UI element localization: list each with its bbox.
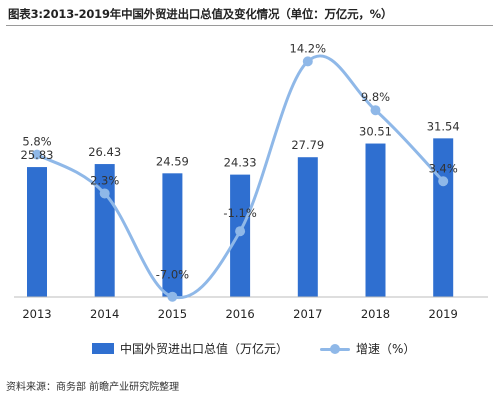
growth-label-2016: -1.1%: [223, 206, 256, 220]
growth-point-2018: [370, 105, 381, 116]
x-tick-2016: 2016: [225, 307, 254, 321]
growth-point-2015: [167, 291, 178, 302]
bar-label-2015: 24.59: [156, 154, 189, 168]
growth-point-2014: [99, 188, 110, 199]
x-tick-2013: 2013: [22, 307, 51, 321]
bar-label-2017: 27.79: [291, 138, 324, 152]
legend-swatch-bar: [92, 343, 114, 354]
bar-label-2016: 24.33: [224, 156, 257, 170]
labels-layer: 25.83 26.43 24.59 24.33 27.79 30.51 31.54 5.8% 2…: [21, 41, 460, 281]
bar-2013: [27, 167, 47, 297]
legend-label-bar: 中国外贸进出口总值（万亿元）: [120, 342, 289, 356]
growth-label-2018: 9.8%: [361, 90, 390, 104]
x-tick-2019: 2019: [429, 307, 458, 321]
bar-label-2019: 31.54: [427, 119, 460, 133]
bar-label-2018: 30.51: [359, 125, 392, 139]
ticks-layer: 2013 2014 2015 2016 2017 2018 2019: [22, 307, 457, 321]
growth-point-2016: [235, 226, 246, 237]
x-tick-2018: 2018: [361, 307, 390, 321]
legend-label-line: 增速（%）: [356, 342, 416, 356]
x-tick-2017: 2017: [293, 307, 322, 321]
growth-label-2017: 14.2%: [290, 41, 327, 55]
growth-point-2013: [32, 149, 42, 160]
legend: 中国外贸进出口总值（万亿元） 增速（%）: [0, 340, 499, 362]
growth-label-2019: 3.4%: [429, 161, 458, 175]
x-tick-2014: 2014: [90, 307, 119, 321]
growth-point-2017: [302, 56, 313, 67]
bar-label-2013: 25.83: [21, 148, 54, 162]
chart-title: 图表3:2013-2019年中国外贸进出口总值及变化情况（单位：万亿元，%）: [8, 7, 393, 21]
growth-point-2019: [438, 176, 449, 187]
x-tick-2015: 2015: [158, 307, 187, 321]
bar-2017: [297, 157, 318, 297]
chart-plot: 25.83 26.43 24.59 24.33 27.79 30.51 31.54 5.8% 2…: [14, 41, 488, 321]
legend-item-bar: 中国外贸进出口总值（万亿元）: [92, 340, 288, 357]
title-divider: [6, 25, 493, 26]
growth-label-2015: -7.0%: [156, 268, 189, 282]
growth-label-2013: 5.8%: [22, 135, 51, 149]
growth-label-2014: 2.3%: [90, 173, 119, 187]
source-note: 资料来源：商务部 前瞻产业研究院整理: [6, 382, 180, 393]
legend-item-line: 增速（%）: [320, 340, 415, 357]
bar-2018: [365, 143, 386, 297]
legend-swatch-line: [320, 343, 350, 355]
bar-2015: [162, 173, 183, 297]
bar-label-2014: 26.43: [88, 145, 121, 159]
line-layer: [32, 54, 449, 302]
